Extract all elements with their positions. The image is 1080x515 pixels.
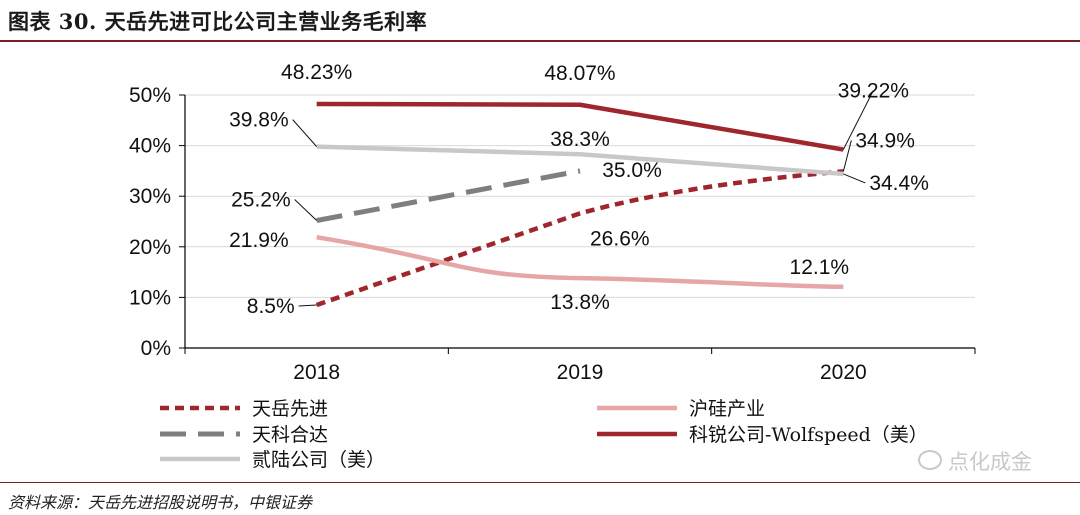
x-tick-label: 2020 bbox=[820, 361, 867, 384]
label-leader bbox=[842, 90, 874, 150]
y-tick-label: 10% bbox=[129, 286, 171, 309]
label-leader bbox=[294, 199, 318, 221]
data-label: 34.4% bbox=[869, 172, 929, 195]
legend-label: 沪硅产业 bbox=[689, 398, 765, 420]
data-label: 12.1% bbox=[790, 256, 850, 279]
series-line bbox=[316, 234, 844, 290]
data-label: 48.07% bbox=[544, 62, 615, 85]
data-label: 35.0% bbox=[602, 159, 662, 182]
watermark-text: 点化成金 bbox=[948, 450, 1032, 474]
series-line bbox=[316, 144, 844, 177]
y-tick-label: 40% bbox=[129, 135, 171, 158]
data-label: 48.23% bbox=[281, 61, 352, 84]
data-label: 8.5% bbox=[247, 295, 295, 318]
y-tick-label: 20% bbox=[129, 236, 171, 259]
y-tick-label: 30% bbox=[129, 185, 171, 208]
legend-label: 天科合达 bbox=[252, 424, 328, 446]
label-leader bbox=[843, 173, 866, 184]
series-line bbox=[316, 168, 581, 223]
legend-label: 天岳先进 bbox=[252, 398, 328, 420]
wechat-icon bbox=[918, 450, 942, 470]
y-tick-label: 50% bbox=[129, 84, 171, 107]
legend-label: 贰陆公司（美） bbox=[252, 449, 385, 471]
watermark: 点化成金 bbox=[918, 446, 1032, 476]
source-rule bbox=[0, 482, 1080, 483]
data-label: 13.8% bbox=[550, 291, 610, 314]
series-line bbox=[315, 169, 844, 308]
source-note: 资料来源：天岳先进招股说明书，中银证券 bbox=[8, 493, 313, 512]
data-label: 21.9% bbox=[229, 229, 289, 252]
data-label: 34.9% bbox=[855, 129, 915, 152]
x-tick-label: 2019 bbox=[557, 361, 604, 384]
data-label: 38.3% bbox=[550, 128, 610, 151]
data-label: 26.6% bbox=[590, 227, 650, 250]
data-label: 39.8% bbox=[229, 109, 289, 132]
chart-title: 图表 30. 天岳先进可比公司主营业务毛利率 bbox=[8, 9, 428, 34]
title-rule bbox=[0, 40, 1080, 42]
y-tick-label: 0% bbox=[141, 337, 171, 360]
legend-label: 科锐公司-Wolfspeed（美） bbox=[689, 424, 928, 446]
series-line bbox=[316, 101, 844, 152]
label-leader bbox=[842, 140, 852, 172]
x-tick-label: 2018 bbox=[293, 361, 340, 384]
data-label: 39.22% bbox=[838, 80, 909, 103]
label-leader bbox=[292, 119, 318, 147]
data-label: 25.2% bbox=[231, 188, 291, 211]
label-leader bbox=[298, 304, 317, 307]
